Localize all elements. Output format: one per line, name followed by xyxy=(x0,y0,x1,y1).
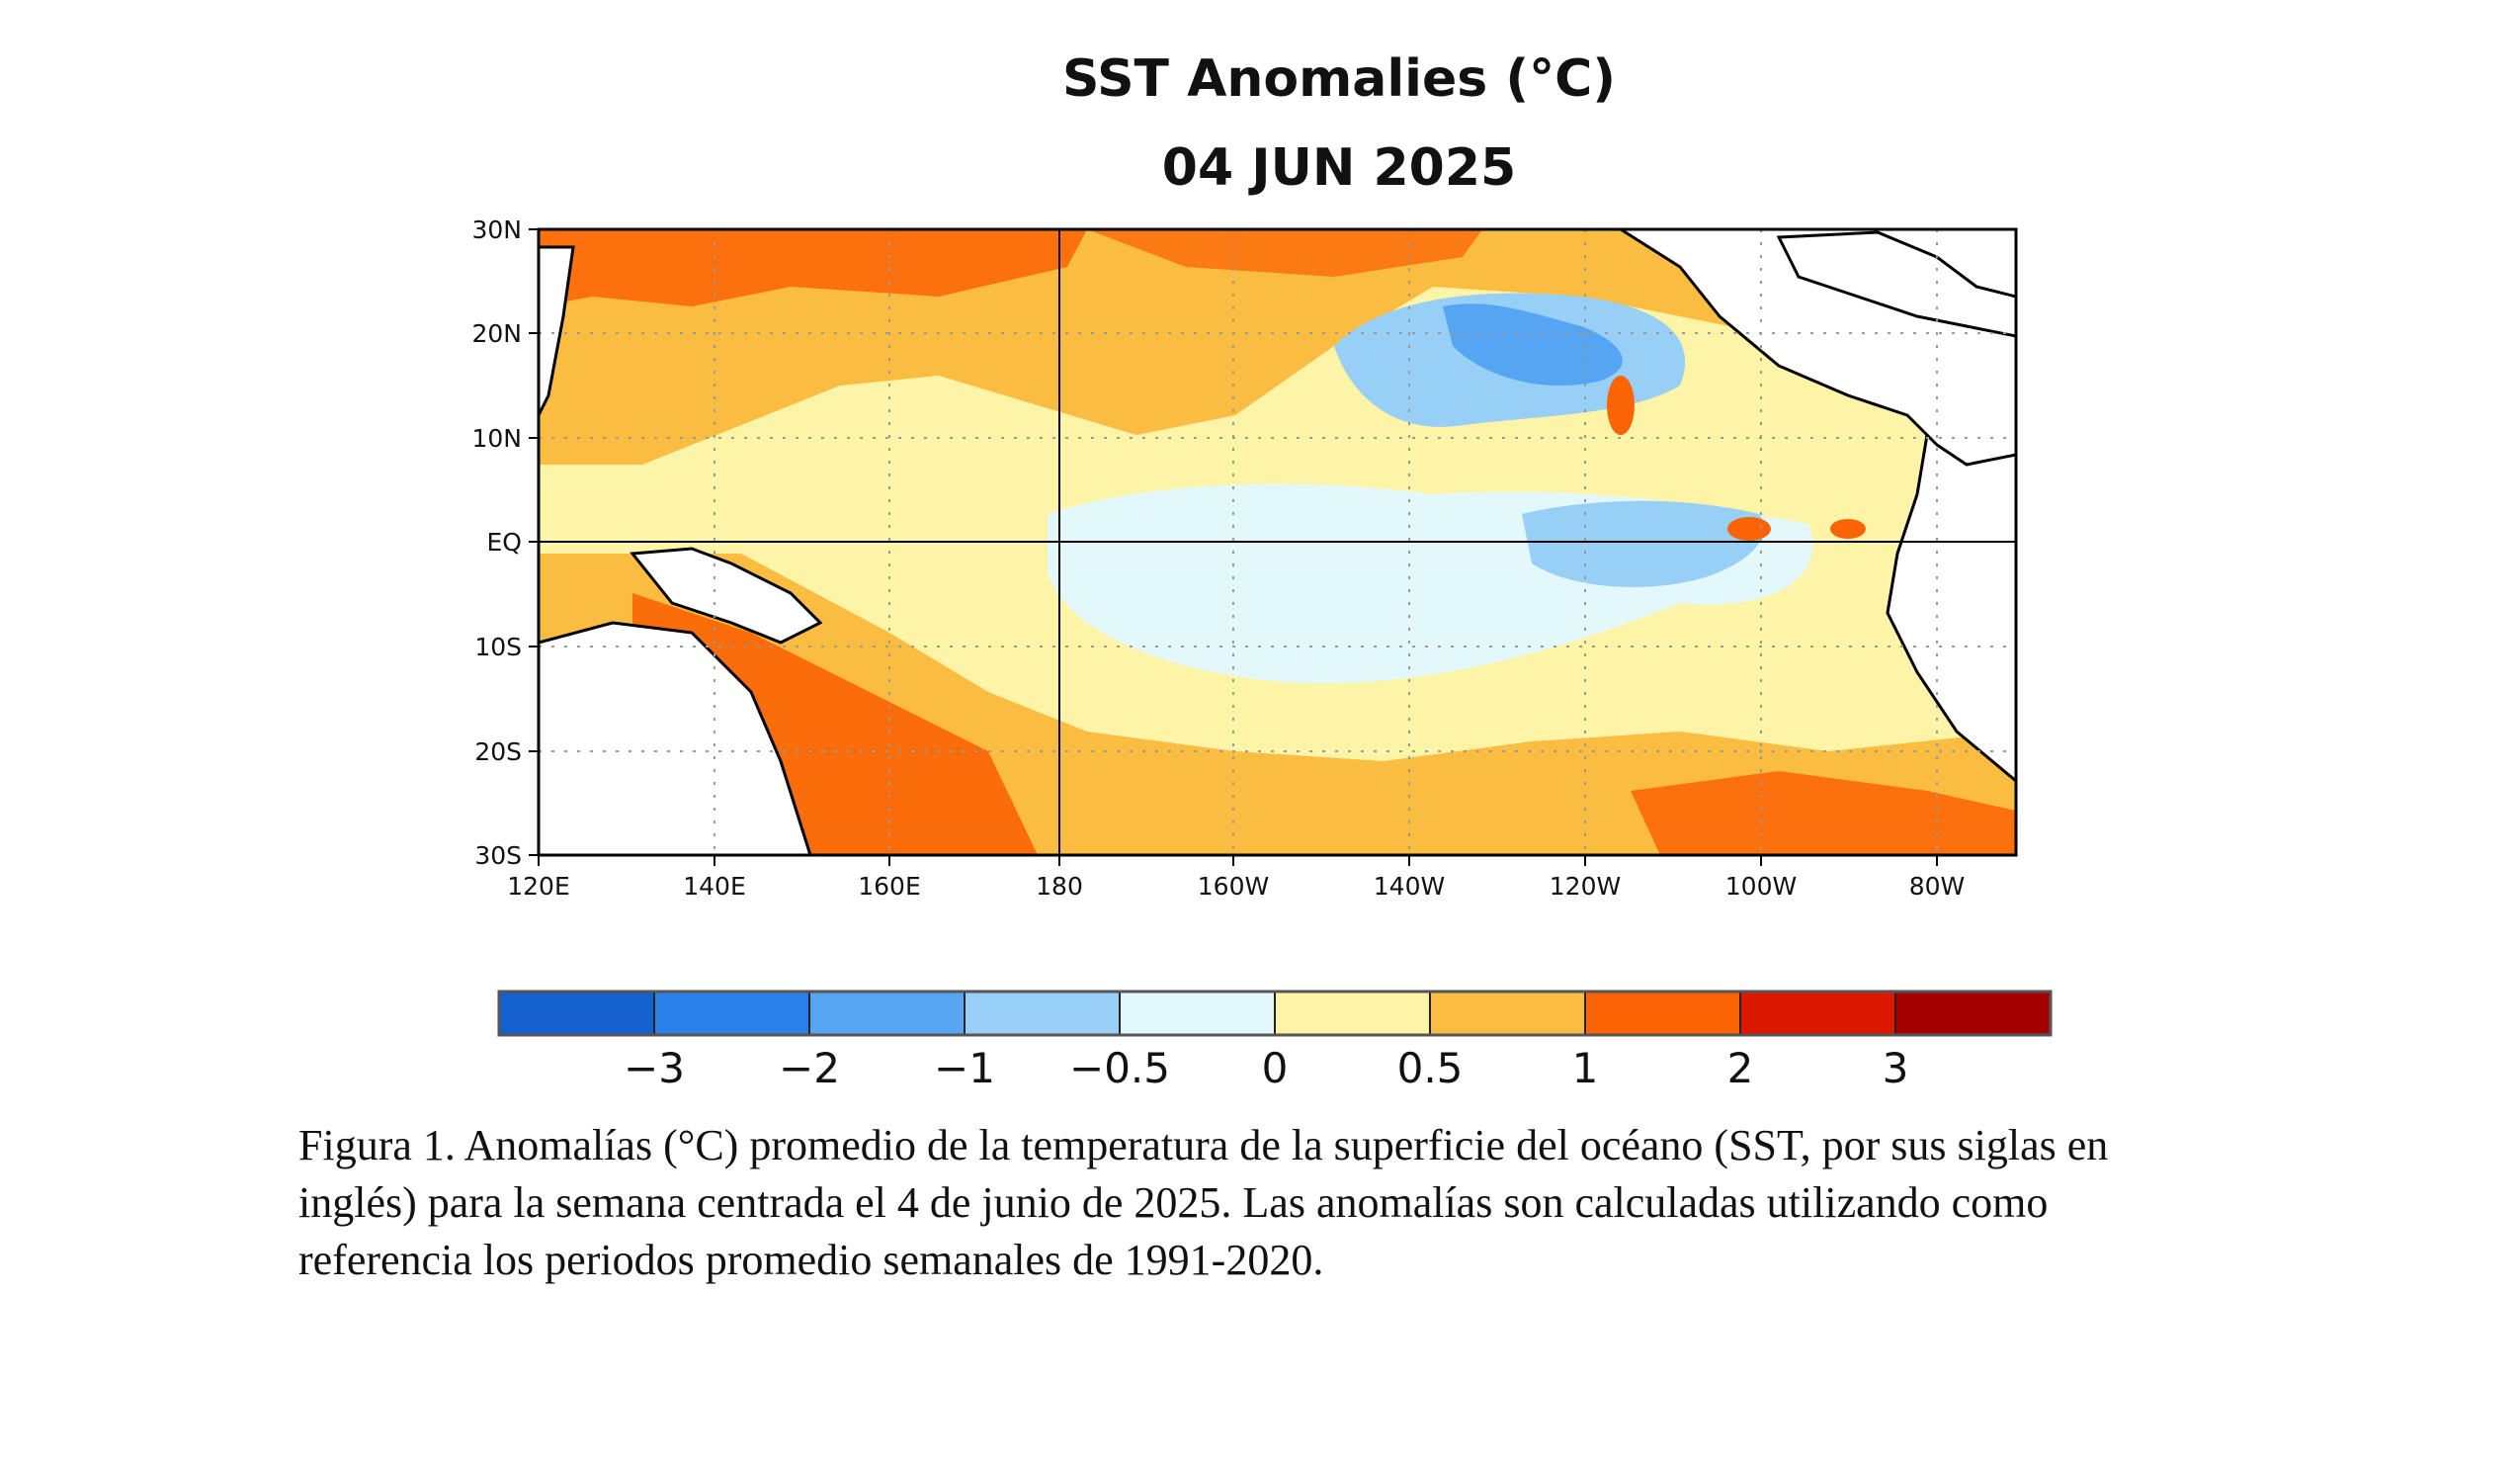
colorbar-swatch xyxy=(498,991,655,1036)
x-tick-label: 180 xyxy=(1036,872,1083,901)
map-title: SST Anomalies (°C) xyxy=(1061,49,1617,109)
x-tick-label: 100W xyxy=(1725,872,1797,901)
americas-land xyxy=(1621,229,2016,783)
colorbar-swatch xyxy=(653,991,810,1036)
figure-caption: Figura 1. Anomalías (°C) promedio de la … xyxy=(298,1121,2109,1284)
x-tick-label: 80W xyxy=(1909,872,1966,901)
warm-spot xyxy=(1727,517,1771,541)
x-axis: 120E 140E 160E 180 160W 140W 120W 100W 8… xyxy=(507,855,1965,901)
asia-land xyxy=(539,245,575,416)
colorbar-swatch xyxy=(1894,991,2052,1036)
y-tick-label: 20S xyxy=(474,737,522,766)
warm-spot xyxy=(1830,519,1866,539)
colorbar-label: 1 xyxy=(1572,1044,1599,1092)
y-tick-label: EQ xyxy=(487,528,522,557)
colorbar-swatch xyxy=(1274,991,1431,1036)
colorbar: −3 −2 −1 −0.5 0 0.5 1 2 3 xyxy=(497,990,2053,1092)
y-tick-label: 20N xyxy=(471,319,522,348)
y-tick-label: 10S xyxy=(474,633,522,661)
colorbar-swatch xyxy=(1584,991,1741,1036)
colorbar-label: −0.5 xyxy=(1069,1044,1170,1092)
colorbar-label: 3 xyxy=(1883,1044,1909,1092)
strong-warm-coral-sea xyxy=(632,593,1038,855)
cool-equatorial xyxy=(1522,500,1765,587)
grid-lines xyxy=(539,229,2016,855)
colorbar-swatch xyxy=(1429,991,1586,1036)
colorbar-swatch xyxy=(1739,991,1896,1036)
x-tick-label: 160E xyxy=(858,872,921,901)
colorbar-frame xyxy=(497,990,2053,1037)
caribbean-land xyxy=(1776,230,2016,338)
colorbar-label: 0.5 xyxy=(1397,1044,1464,1092)
strong-warm-north xyxy=(539,229,1087,306)
x-tick-label: 140E xyxy=(683,872,746,901)
strong-warm-north-2 xyxy=(1087,229,1482,277)
x-tick-label: 160W xyxy=(1198,872,1269,901)
strong-warm-south-east xyxy=(1631,771,2016,855)
colorbar-swatch xyxy=(1119,991,1276,1036)
cooler-area-ne xyxy=(1443,303,1623,387)
colorbar-label: −1 xyxy=(934,1044,995,1092)
australia-land xyxy=(539,621,812,855)
colorbar-swatch xyxy=(808,991,966,1036)
y-tick-label: 10N xyxy=(471,424,522,453)
map-date: 04 JUN 2025 xyxy=(1161,138,1517,198)
colorbar-label: 2 xyxy=(1727,1044,1754,1092)
colorbar-swatch xyxy=(964,991,1121,1036)
warm-spot xyxy=(1607,376,1635,435)
colorbar-label: −2 xyxy=(779,1044,840,1092)
new-guinea-land xyxy=(630,547,823,645)
colorbar-label: −3 xyxy=(624,1044,685,1092)
y-tick-label: 30S xyxy=(474,841,522,870)
x-tick-label: 140W xyxy=(1374,872,1445,901)
y-tick-label: 30N xyxy=(471,216,522,244)
y-axis: 30N 20N 10N EQ 10S 20S 30S xyxy=(471,216,539,870)
x-tick-label: 120W xyxy=(1550,872,1621,901)
colorbar-label: 0 xyxy=(1262,1044,1289,1092)
x-tick-label: 120E xyxy=(507,872,570,901)
